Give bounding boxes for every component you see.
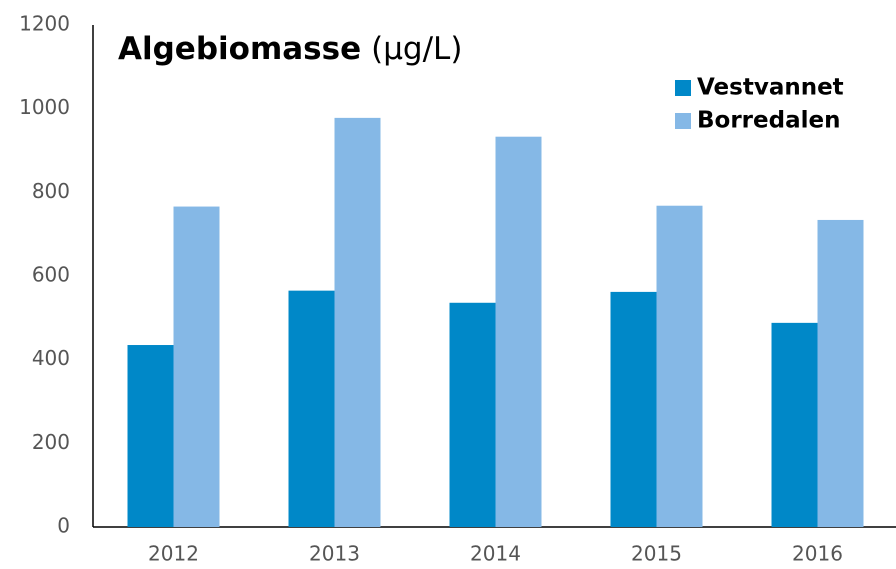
y-tick-label: 600	[32, 263, 70, 287]
bar	[449, 302, 496, 527]
x-tick-label: 2016	[792, 542, 843, 566]
bar	[288, 290, 335, 527]
bar	[610, 291, 657, 527]
y-tick-label: 800	[32, 179, 70, 203]
bar	[173, 206, 220, 527]
title-main: Algebiomasse	[118, 31, 361, 67]
bar	[495, 136, 542, 527]
y-tick-label: 400	[32, 346, 70, 370]
bar	[127, 345, 174, 527]
bar	[817, 219, 864, 527]
bar	[334, 117, 381, 528]
y-tick-label: 200	[32, 430, 70, 454]
x-tick-label: 2014	[470, 542, 521, 566]
title-unit: (µg/L)	[371, 31, 462, 67]
y-tick-label: 1200	[19, 12, 70, 36]
y-tick-label: 0	[57, 514, 70, 538]
legend-label: Borredalen	[697, 108, 840, 134]
x-tick-label: 2015	[631, 542, 682, 566]
legend-label: Vestvannet	[697, 75, 844, 101]
legend-swatch	[675, 113, 691, 129]
bar	[656, 205, 703, 527]
legend-swatch	[675, 80, 691, 96]
bar	[771, 322, 818, 527]
y-tick-label: 1000	[19, 95, 70, 119]
x-tick-label: 2013	[309, 542, 360, 566]
chart-title: Algebiomasse (µg/L)	[118, 31, 462, 67]
x-tick-label: 2012	[148, 542, 199, 566]
